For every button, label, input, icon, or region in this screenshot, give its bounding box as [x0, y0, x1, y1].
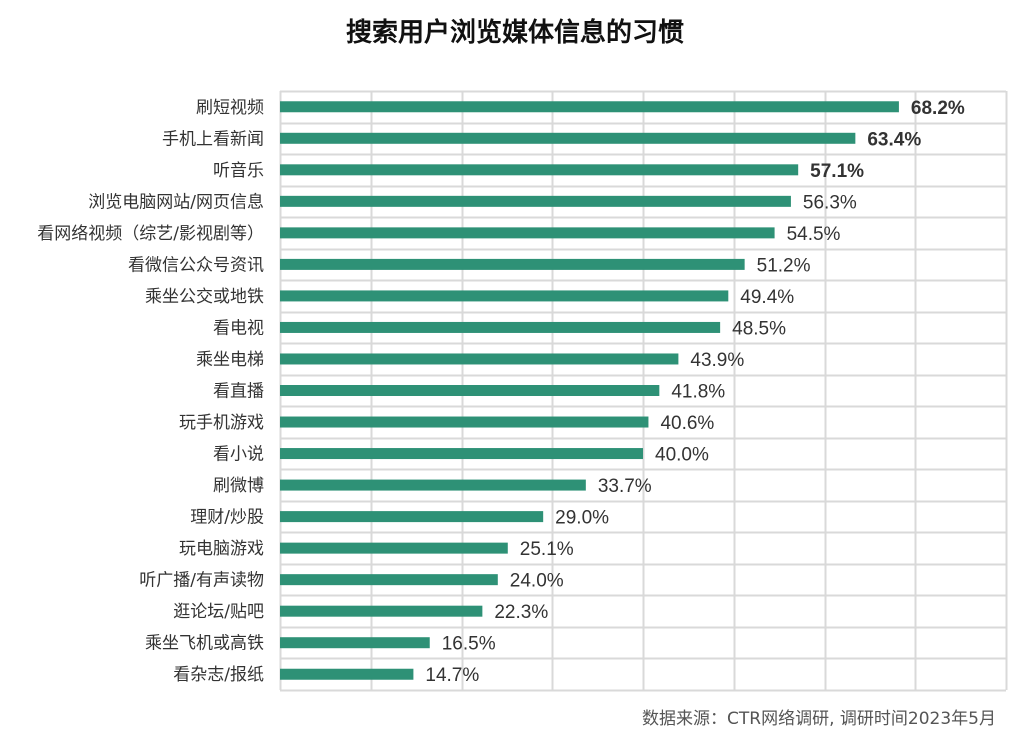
- category-label: 刷短视频: [196, 98, 264, 118]
- value-label: 14.7%: [425, 665, 479, 686]
- value-label: 16.5%: [442, 634, 496, 655]
- bar: [280, 132, 856, 144]
- value-label: 33.7%: [598, 476, 652, 497]
- category-label: 乘坐公交或地铁: [145, 287, 264, 307]
- bar: [280, 511, 544, 523]
- value-label: 29.0%: [555, 508, 609, 529]
- category-label: 浏览电脑网站/网页信息: [88, 192, 264, 212]
- bar: [280, 448, 643, 460]
- category-label: 听广播/有声读物: [139, 571, 264, 591]
- category-label: 看网络视频（综艺/影视剧等）: [37, 224, 264, 244]
- category-label: 刷微博: [213, 476, 264, 496]
- value-label: 25.1%: [520, 539, 574, 560]
- bar: [280, 195, 791, 207]
- bar: [280, 605, 483, 617]
- value-label: 57.1%: [810, 161, 864, 182]
- category-label: 玩手机游戏: [179, 413, 264, 433]
- value-label: 49.4%: [740, 287, 794, 308]
- value-label: 41.8%: [671, 382, 725, 403]
- category-label: 逛论坛/贴吧: [173, 602, 264, 622]
- category-label: 手机上看新闻: [162, 129, 264, 149]
- category-label: 看电视: [213, 318, 264, 338]
- labels-layer: 刷短视频 68.2% 手机上看新闻 63.4% 听音乐 57.1% 浏览电脑网站/网页信息 5…: [37, 98, 965, 686]
- category-label: 理财/炒股: [190, 508, 264, 528]
- category-label: 玩电脑游戏: [179, 539, 264, 559]
- bar: [280, 353, 679, 365]
- value-label: 24.0%: [510, 571, 564, 592]
- value-label: 40.0%: [655, 445, 709, 466]
- bar: [280, 227, 775, 239]
- bar: [280, 321, 721, 333]
- bar: [280, 164, 799, 176]
- bar: [280, 668, 414, 680]
- value-label: 51.2%: [757, 255, 811, 276]
- category-label: 乘坐电梯: [196, 350, 264, 370]
- bar: [280, 385, 660, 396]
- category-label: 乘坐飞机或高铁: [145, 634, 264, 654]
- value-label: 40.6%: [660, 413, 714, 434]
- bar: [280, 290, 729, 302]
- bar: [280, 574, 498, 586]
- category-label: 看杂志/报纸: [173, 665, 264, 685]
- bar: [280, 258, 745, 270]
- bar: [280, 416, 649, 428]
- category-label: 看小说: [213, 445, 264, 465]
- value-label: 56.3%: [803, 192, 857, 213]
- chart-title: 搜索用户浏览媒体信息的习惯: [345, 18, 684, 48]
- value-label: 43.9%: [690, 350, 744, 371]
- category-label: 听音乐: [213, 161, 264, 181]
- value-label: 54.5%: [787, 224, 841, 245]
- bar: [280, 479, 586, 491]
- bar: [280, 101, 899, 113]
- bars-layer: [280, 101, 899, 680]
- bar: [280, 637, 430, 649]
- category-label: 看微信公众号资讯: [128, 255, 264, 275]
- grid-layer: [279, 90, 1008, 692]
- value-label: 63.4%: [867, 129, 921, 150]
- value-label: 22.3%: [494, 602, 548, 623]
- bar: [280, 542, 508, 554]
- value-label: 48.5%: [732, 318, 786, 339]
- source-note: 数据来源：CTR网络调研, 调研时间2023年5月: [642, 709, 996, 729]
- category-label: 看直播: [213, 382, 264, 402]
- value-label: 68.2%: [911, 98, 965, 119]
